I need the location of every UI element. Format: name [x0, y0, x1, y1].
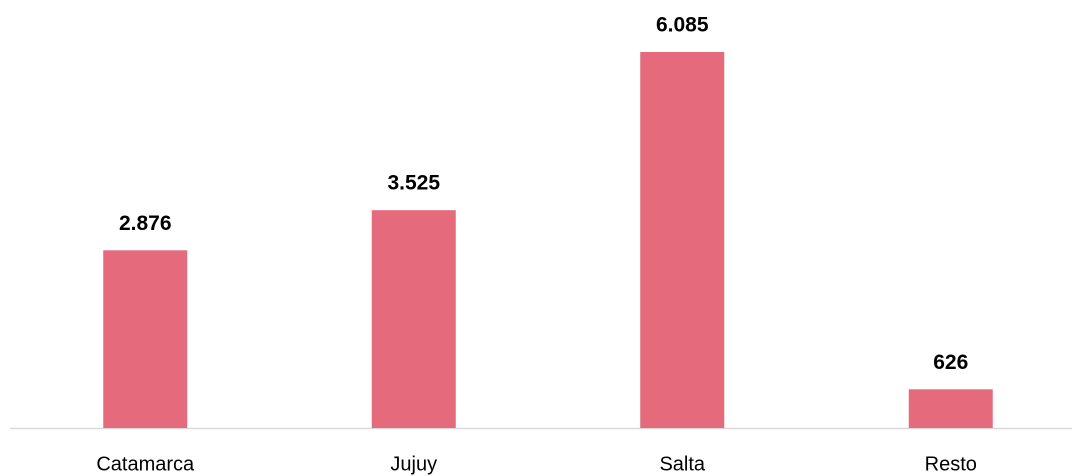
bar — [640, 52, 725, 428]
data-label: 626 — [933, 351, 968, 374]
x-tick-label: Jujuy — [390, 453, 437, 475]
x-tick-label: Salta — [659, 453, 705, 475]
data-label: 3.525 — [387, 172, 440, 195]
x-tick-label: Catamarca — [96, 453, 195, 475]
bar — [908, 389, 993, 428]
bar — [371, 210, 456, 428]
data-label: 6.085 — [656, 14, 709, 37]
data-label: 2.876 — [119, 212, 172, 235]
x-tick-label: Resto — [925, 453, 977, 475]
bar — [103, 250, 188, 428]
